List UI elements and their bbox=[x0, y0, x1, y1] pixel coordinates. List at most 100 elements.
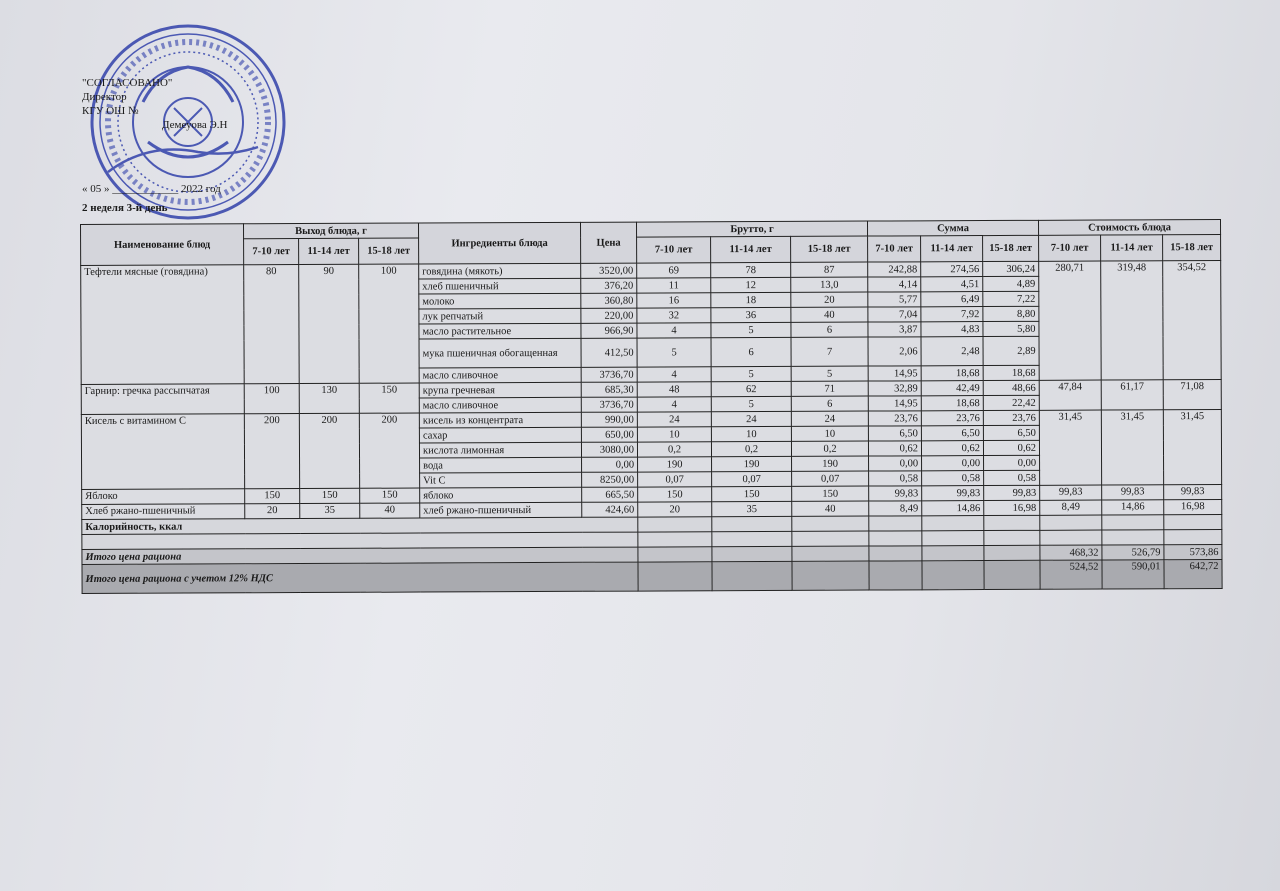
brutto-value: 10 bbox=[711, 426, 792, 442]
dish-yield: 200 bbox=[244, 413, 300, 489]
brutto-value: 87 bbox=[790, 262, 868, 278]
empty-cell bbox=[868, 545, 922, 562]
ingredient-name: говядина (мякоть) bbox=[418, 263, 581, 280]
brutto-value: 0,2 bbox=[711, 441, 792, 457]
header-sum: Сумма bbox=[867, 220, 1039, 237]
sum-value: 18,68 bbox=[921, 395, 984, 411]
dish-yield: 100 bbox=[244, 383, 300, 414]
ingredient-name: крупа гречневая bbox=[419, 382, 582, 399]
dish-yield: 35 bbox=[299, 503, 360, 519]
empty-cell bbox=[1163, 514, 1222, 530]
brutto-value: 40 bbox=[790, 307, 868, 323]
ingredient-name: яблоко bbox=[419, 487, 582, 504]
ingredient-price: 650,00 bbox=[581, 427, 638, 443]
sum-value: 23,76 bbox=[921, 410, 984, 426]
dish-yield: 150 bbox=[359, 488, 420, 504]
dish-yield: 20 bbox=[244, 503, 300, 519]
empty-cell bbox=[983, 560, 1041, 590]
dish-yield: 200 bbox=[359, 413, 420, 489]
empty-cell bbox=[1101, 529, 1164, 546]
brutto-value: 40 bbox=[791, 501, 869, 517]
sum-value: 7,92 bbox=[920, 306, 983, 322]
sum-value: 2,89 bbox=[982, 336, 1040, 366]
dish-cost: 71,08 bbox=[1163, 379, 1222, 410]
brutto-value: 69 bbox=[636, 262, 711, 279]
sum-value: 242,88 bbox=[867, 261, 921, 278]
header-yield: Выход блюда, г bbox=[243, 223, 419, 239]
approval-block: "СОГЛАСОВАНО" Директор КГУ ОШ № Демеуова… bbox=[82, 76, 227, 132]
approval-name: Демеуова Э.Н bbox=[162, 119, 228, 131]
header-age-2: 15-18 лет bbox=[790, 236, 868, 263]
brutto-value: 16 bbox=[636, 292, 711, 309]
dish-cost: 16,98 bbox=[1163, 499, 1222, 515]
sum-value: 48,66 bbox=[983, 380, 1040, 396]
dish-cost: 31,45 bbox=[1163, 409, 1222, 485]
ingredient-price: 220,00 bbox=[580, 308, 637, 324]
brutto-value: 4 bbox=[637, 366, 712, 383]
ingredient-name: мука пшеничная обогащенная bbox=[419, 338, 582, 369]
sum-value: 2,48 bbox=[921, 336, 984, 366]
sum-value: 22,42 bbox=[983, 395, 1040, 411]
brutto-value: 24 bbox=[711, 411, 792, 427]
brutto-value: 12 bbox=[710, 277, 791, 293]
header-age-1: 11-14 лет bbox=[710, 236, 791, 263]
sum-value: 8,80 bbox=[982, 306, 1039, 322]
ingredient-price: 3080,00 bbox=[581, 442, 638, 458]
ingredient-price: 685,30 bbox=[581, 382, 638, 398]
dish-cost: 99,83 bbox=[1163, 484, 1222, 500]
dish-name: Яблоко bbox=[81, 488, 245, 505]
week-day-title: 2 неделя 3-й день bbox=[82, 202, 168, 214]
ingredient-name: хлеб пшеничный bbox=[418, 278, 581, 295]
sum-value: 6,50 bbox=[983, 425, 1040, 441]
empty-cell bbox=[791, 561, 870, 591]
dish-cost: 31,45 bbox=[1101, 409, 1164, 486]
empty-cell bbox=[1101, 514, 1164, 531]
dish-cost: 14,86 bbox=[1101, 499, 1164, 516]
total-vat-value: 642,72 bbox=[1163, 559, 1223, 589]
ingredient-price: 0,00 bbox=[581, 457, 638, 473]
brutto-value: 11 bbox=[636, 277, 711, 294]
brutto-value: 150 bbox=[791, 486, 869, 502]
sum-value: 18,68 bbox=[983, 365, 1040, 381]
total-vat-value: 524,52 bbox=[1039, 560, 1103, 590]
dish-cost: 354,52 bbox=[1162, 260, 1222, 380]
empty-cell bbox=[983, 530, 1040, 546]
ingredient-name: масло растительное bbox=[418, 323, 582, 340]
sum-value: 16,98 bbox=[983, 500, 1040, 516]
brutto-value: 6 bbox=[790, 322, 869, 338]
brutto-value: 13,0 bbox=[790, 277, 868, 293]
menu-table: Наименование блюд Выход блюда, г Ингреди… bbox=[80, 219, 1223, 594]
brutto-value: 10 bbox=[791, 426, 869, 442]
empty-cell bbox=[1039, 515, 1102, 531]
sum-value: 99,83 bbox=[983, 485, 1040, 501]
brutto-value: 190 bbox=[637, 456, 712, 473]
header-price: Цена bbox=[580, 222, 637, 264]
sum-value: 0,00 bbox=[983, 455, 1040, 471]
dish-yield: 100 bbox=[358, 264, 420, 384]
dish-cost: 8,49 bbox=[1039, 500, 1102, 516]
dish-cost: 61,17 bbox=[1101, 379, 1164, 411]
sum-value: 23,76 bbox=[868, 410, 922, 427]
empty-cell bbox=[868, 515, 922, 532]
ingredient-name: масло сливочное bbox=[419, 397, 582, 414]
brutto-value: 5 bbox=[791, 366, 869, 382]
brutto-value: 190 bbox=[711, 456, 792, 472]
brutto-value: 4 bbox=[637, 396, 712, 413]
header-dish: Наименование блюд bbox=[80, 223, 244, 266]
brutto-value: 20 bbox=[790, 292, 868, 308]
dish-yield: 150 bbox=[244, 488, 300, 504]
brutto-value: 32 bbox=[636, 307, 711, 324]
sum-value: 4,83 bbox=[920, 321, 983, 337]
ingredient-name: масло сливочное bbox=[419, 367, 582, 384]
sum-value: 4,51 bbox=[920, 276, 983, 292]
ingredient-name: сахар bbox=[419, 427, 582, 444]
empty-cell bbox=[868, 530, 922, 547]
ingredient-name: кислота лимонная bbox=[419, 442, 582, 459]
total-vat-label: Итого цена рациона с учетом 12% НДС bbox=[81, 562, 639, 594]
empty-cell bbox=[637, 516, 712, 533]
brutto-value: 0,07 bbox=[637, 471, 712, 488]
dish-name: Тефтели мясные (говядина) bbox=[80, 264, 245, 385]
sum-value: 5,77 bbox=[867, 291, 921, 308]
approval-position: Директор bbox=[82, 91, 127, 103]
empty-cell bbox=[711, 561, 793, 591]
